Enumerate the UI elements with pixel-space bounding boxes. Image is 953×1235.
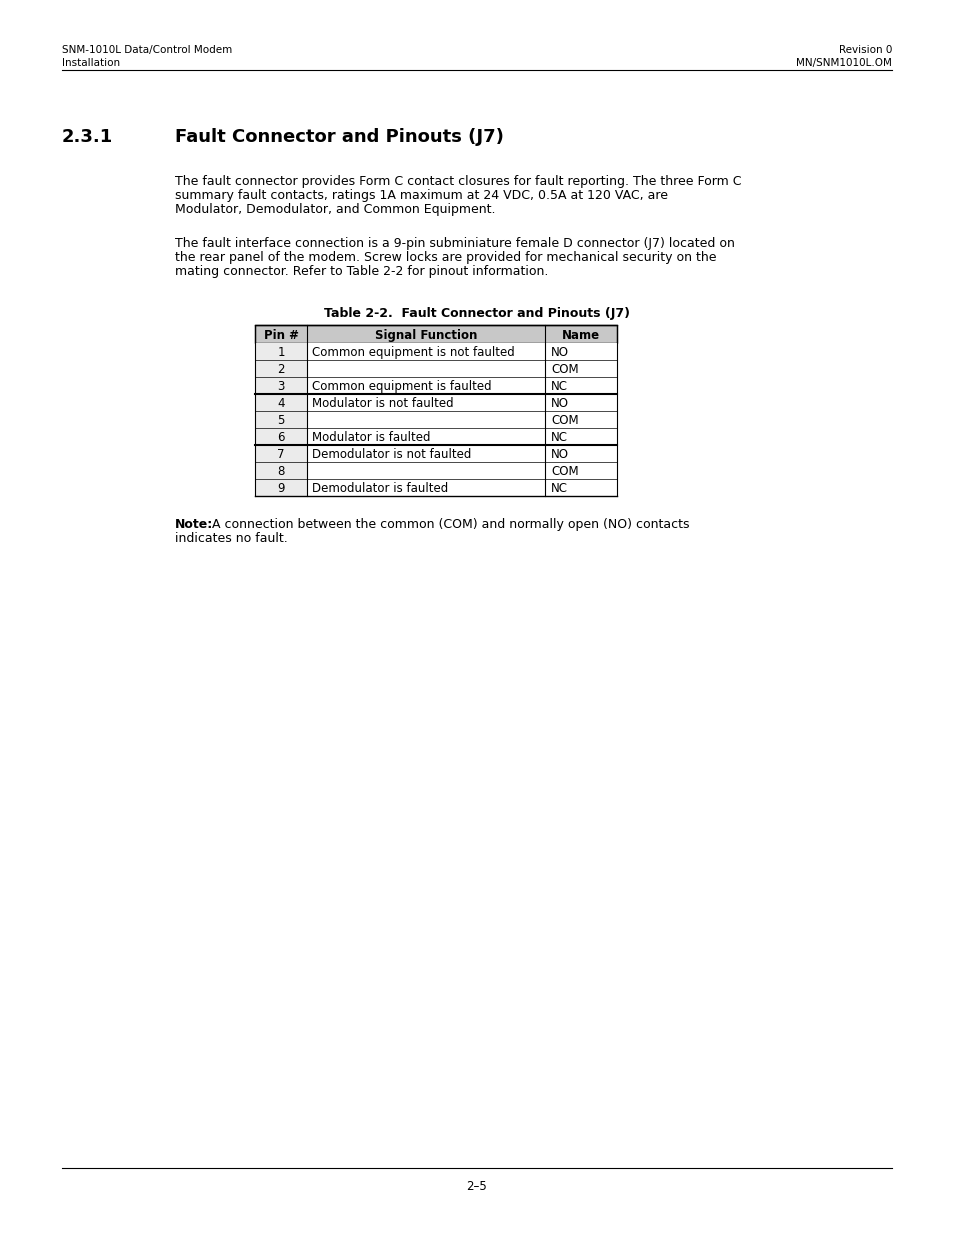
Bar [254, 445, 307, 462]
Text: NO: NO [551, 448, 568, 461]
Text: Demodulator is not faulted: Demodulator is not faulted [312, 448, 471, 461]
Text: Table 2-2.  Fault Connector and Pinouts (J7): Table 2-2. Fault Connector and Pinouts (… [324, 308, 629, 320]
Bar [254, 479, 307, 496]
Bar [254, 462, 307, 479]
Text: NC: NC [551, 431, 567, 445]
Text: NO: NO [551, 396, 568, 410]
Text: The fault connector provides Form C contact closures for fault reporting. The th: The fault connector provides Form C cont… [174, 175, 740, 188]
Text: Common equipment is faulted: Common equipment is faulted [312, 380, 491, 393]
Text: Name: Name [561, 329, 599, 342]
Text: The fault interface connection is a 9-pin subminiature female D connector (J7) l: The fault interface connection is a 9-pi… [174, 237, 734, 249]
Bar [254, 325, 617, 343]
Text: Signal Function: Signal Function [375, 329, 476, 342]
Bar [254, 343, 307, 359]
Text: 9: 9 [277, 482, 284, 495]
Bar [254, 359, 617, 377]
Text: Modulator, Demodulator, and Common Equipment.: Modulator, Demodulator, and Common Equip… [174, 203, 495, 216]
Text: 7: 7 [277, 448, 284, 461]
Text: COM: COM [551, 414, 578, 427]
Text: NO: NO [551, 346, 568, 359]
Text: Revision 0: Revision 0 [838, 44, 891, 56]
Text: summary fault contacts, ratings 1A maximum at 24 VDC, 0.5A at 120 VAC, are: summary fault contacts, ratings 1A maxim… [174, 189, 667, 203]
Text: A connection between the common (COM) and normally open (NO) contacts: A connection between the common (COM) an… [208, 517, 689, 531]
Bar [254, 445, 617, 462]
Text: 2: 2 [277, 363, 284, 375]
Text: COM: COM [551, 466, 578, 478]
Text: 1: 1 [277, 346, 284, 359]
Text: 4: 4 [277, 396, 284, 410]
Text: Note:: Note: [174, 517, 213, 531]
Bar [254, 394, 617, 411]
Text: 2–5: 2–5 [466, 1179, 487, 1193]
Bar [254, 343, 617, 359]
Text: Modulator is faulted: Modulator is faulted [312, 431, 430, 445]
Text: Modulator is not faulted: Modulator is not faulted [312, 396, 453, 410]
Bar [254, 411, 307, 429]
Text: 3: 3 [277, 380, 284, 393]
Bar [254, 325, 617, 343]
Bar [254, 411, 617, 429]
Text: COM: COM [551, 363, 578, 375]
Text: Installation: Installation [62, 58, 120, 68]
Bar [254, 377, 307, 394]
Text: MN/SNM1010L.OM: MN/SNM1010L.OM [796, 58, 891, 68]
Bar [254, 394, 307, 411]
Text: Common equipment is not faulted: Common equipment is not faulted [312, 346, 515, 359]
Bar [254, 359, 307, 377]
Bar [254, 429, 307, 445]
Bar [254, 462, 617, 479]
Text: indicates no fault.: indicates no fault. [174, 532, 288, 545]
Text: Fault Connector and Pinouts (J7): Fault Connector and Pinouts (J7) [174, 128, 503, 146]
Text: 2.3.1: 2.3.1 [62, 128, 113, 146]
Text: the rear panel of the modem. Screw locks are provided for mechanical security on: the rear panel of the modem. Screw locks… [174, 251, 716, 264]
Bar [254, 377, 617, 394]
Text: NC: NC [551, 380, 567, 393]
Bar [254, 479, 617, 496]
Text: SNM-1010L Data/Control Modem: SNM-1010L Data/Control Modem [62, 44, 232, 56]
Text: Pin #: Pin # [263, 329, 298, 342]
Bar [254, 429, 617, 445]
Text: 8: 8 [277, 466, 284, 478]
Text: 5: 5 [277, 414, 284, 427]
Text: mating connector. Refer to Table 2-2 for pinout information.: mating connector. Refer to Table 2-2 for… [174, 266, 548, 278]
Text: 6: 6 [277, 431, 284, 445]
Text: NC: NC [551, 482, 567, 495]
Text: Demodulator is faulted: Demodulator is faulted [312, 482, 448, 495]
